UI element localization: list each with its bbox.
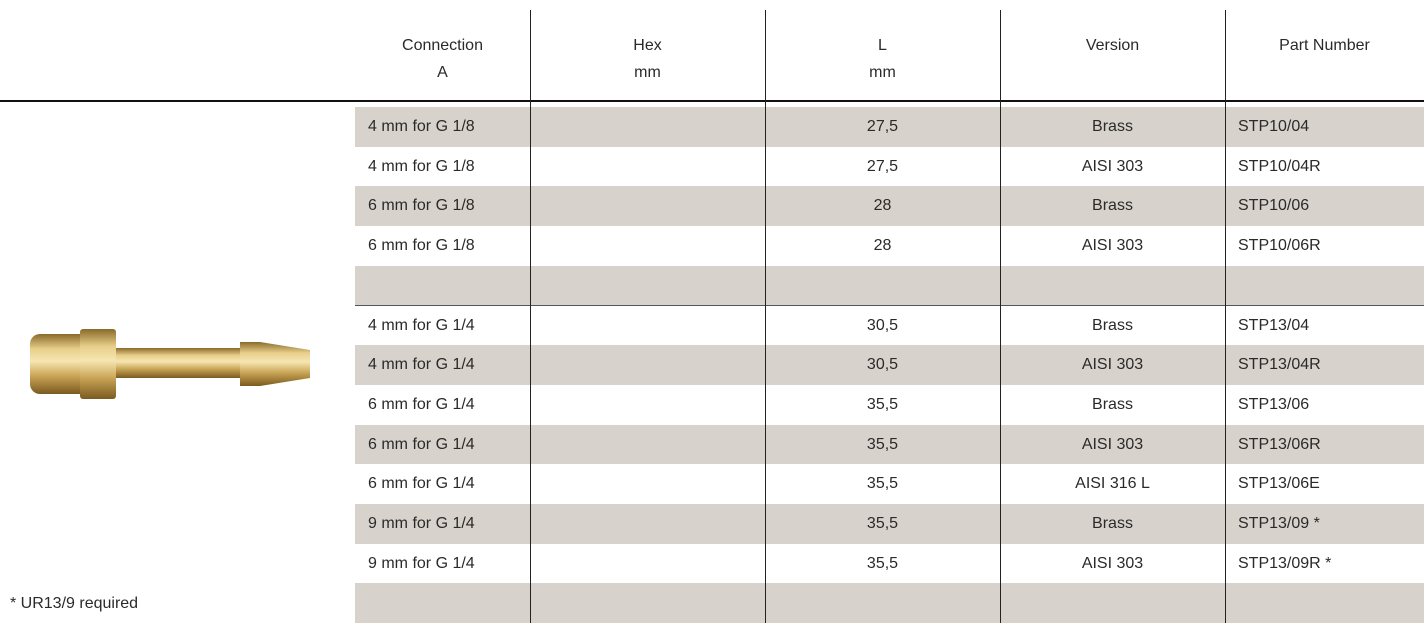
table-cell: STP13/06R <box>1238 435 1424 455</box>
table-cell: 4 mm for G 1/4 <box>368 316 530 336</box>
table-cell: STP13/06E <box>1238 474 1424 494</box>
table-cell: STP13/06 <box>1238 395 1424 415</box>
column-header: mm <box>530 63 765 83</box>
table-cell: 35,5 <box>765 435 1000 455</box>
table-cell: 30,5 <box>765 355 1000 375</box>
product-table-page: * UR13/9 required ConnectionAHexmmLmmVer… <box>0 0 1424 623</box>
table-cell: Brass <box>1000 117 1225 137</box>
table-cell: Brass <box>1000 196 1225 216</box>
table-cell: AISI 303 <box>1000 355 1225 375</box>
column-header: Part Number <box>1225 36 1424 56</box>
footnote: * UR13/9 required <box>10 594 138 614</box>
table-cell: Brass <box>1000 514 1225 534</box>
table-cell: 6 mm for G 1/4 <box>368 474 530 494</box>
column-divider <box>530 10 531 623</box>
table-cell: 28 <box>765 236 1000 256</box>
table-cell: 27,5 <box>765 117 1000 137</box>
table-cell: STP10/04 <box>1238 117 1424 137</box>
table-cell: 9 mm for G 1/4 <box>368 514 530 534</box>
table-cell: 35,5 <box>765 514 1000 534</box>
table-cell: AISI 303 <box>1000 435 1225 455</box>
column-header: Connection <box>355 36 530 56</box>
table-cell: 4 mm for G 1/8 <box>368 117 530 137</box>
table-cell: 6 mm for G 1/8 <box>368 236 530 256</box>
table-cell: 35,5 <box>765 474 1000 494</box>
table-cell: 30,5 <box>765 316 1000 336</box>
table-cell: 35,5 <box>765 554 1000 574</box>
table-cell: 35,5 <box>765 395 1000 415</box>
table-cell: 27,5 <box>765 157 1000 177</box>
table-cell: 9 mm for G 1/4 <box>368 554 530 574</box>
table-cell: STP13/09R * <box>1238 554 1424 574</box>
table-cell: 6 mm for G 1/4 <box>368 435 530 455</box>
table-cell: STP10/06 <box>1238 196 1424 216</box>
table-cell: AISI 303 <box>1000 236 1225 256</box>
group-separator <box>355 305 1424 306</box>
column-header: Version <box>1000 36 1225 56</box>
table-cell: STP13/04 <box>1238 316 1424 336</box>
table-cell: 6 mm for G 1/4 <box>368 395 530 415</box>
table-cell: 6 mm for G 1/8 <box>368 196 530 216</box>
column-header: L <box>765 36 1000 56</box>
table-cell: AISI 303 <box>1000 554 1225 574</box>
table-cell: AISI 303 <box>1000 157 1225 177</box>
table-cell: STP13/09 * <box>1238 514 1424 534</box>
header-rule <box>0 100 1424 102</box>
table-cell: AISI 316 L <box>1000 474 1225 494</box>
table-cell: 4 mm for G 1/4 <box>368 355 530 375</box>
table-cell: 4 mm for G 1/8 <box>368 157 530 177</box>
column-header: A <box>355 63 530 83</box>
table-cell: STP13/04R <box>1238 355 1424 375</box>
table-cell: STP10/06R <box>1238 236 1424 256</box>
column-header: mm <box>765 63 1000 83</box>
fitting-image <box>20 320 320 410</box>
table-cell: Brass <box>1000 316 1225 336</box>
table-cell: 28 <box>765 196 1000 216</box>
row-shade <box>355 266 1424 306</box>
table-cell: STP10/04R <box>1238 157 1424 177</box>
column-divider <box>1225 10 1226 623</box>
column-header: Hex <box>530 36 765 56</box>
row-shade <box>355 583 1424 623</box>
table-cell: Brass <box>1000 395 1225 415</box>
